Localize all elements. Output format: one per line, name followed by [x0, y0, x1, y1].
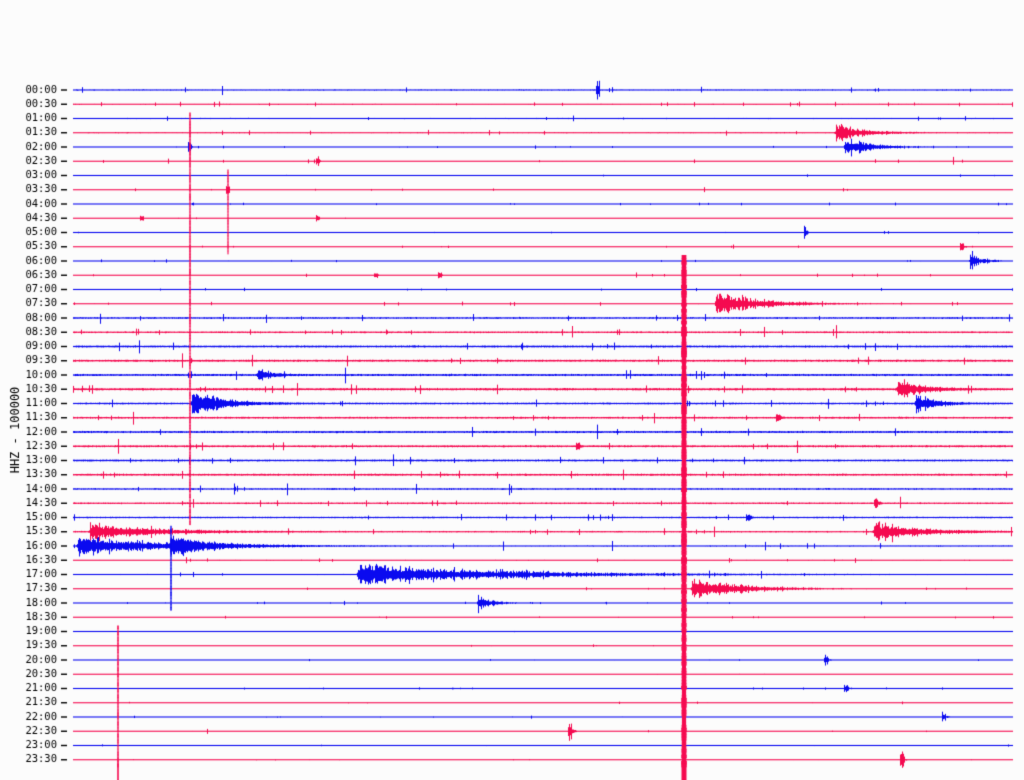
- helicorder-plot: CL AGRP 2021-02-12 Applied filter: WWSSN…: [0, 0, 1024, 780]
- seismogram-canvas-container: [0, 0, 1024, 780]
- seismogram-traces: [0, 0, 1024, 780]
